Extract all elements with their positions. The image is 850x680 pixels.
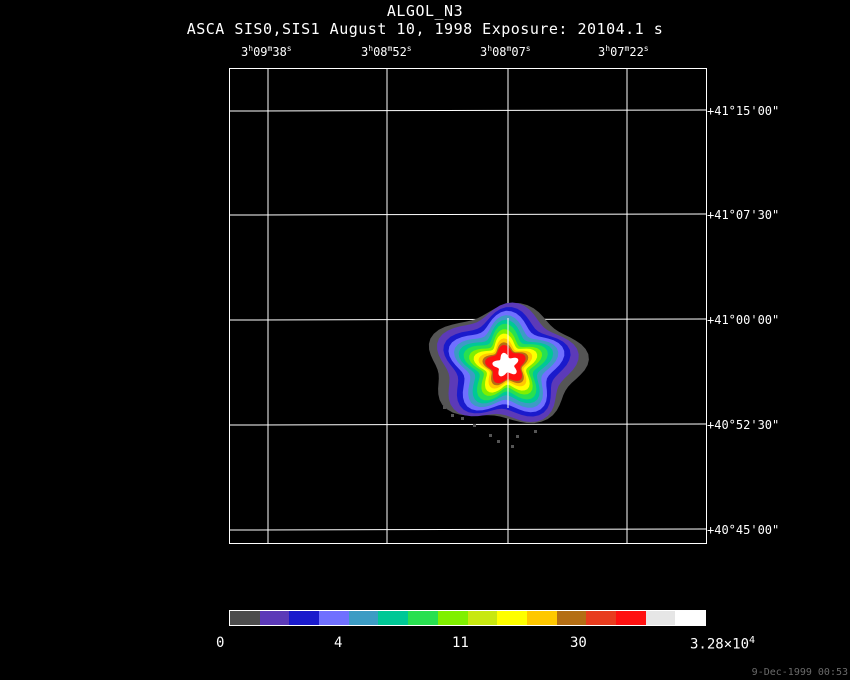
colorbar-segment bbox=[526, 611, 557, 625]
dec-label: +41°15'00" bbox=[707, 104, 780, 118]
image-title: ALGOL_N3 bbox=[386, 2, 464, 20]
image-subtitle: ASCA SIS0,SIS1 August 10, 1998 Exposure:… bbox=[186, 20, 664, 38]
image-frame bbox=[229, 68, 707, 544]
colorbar-segment bbox=[230, 611, 260, 625]
faint-emission-pixel bbox=[534, 430, 537, 433]
colorbar-segment bbox=[408, 611, 438, 625]
colorbar-tick-label: 0 bbox=[216, 635, 225, 651]
dec-grid-line bbox=[229, 528, 707, 531]
colorbar-segment bbox=[378, 611, 409, 625]
dec-label: +40°45'00" bbox=[707, 523, 780, 537]
colorbar-segment bbox=[437, 611, 468, 625]
colorbar-segment bbox=[556, 611, 587, 625]
dec-grid-line bbox=[229, 318, 707, 321]
colorbar-segment bbox=[497, 611, 527, 625]
ra-label: 3h07m22s bbox=[598, 44, 649, 59]
colorbar-segment bbox=[586, 611, 616, 625]
ra-label: 3h09m38s bbox=[241, 44, 292, 59]
colorbar-tick-label: 30 bbox=[570, 635, 587, 651]
dec-grid-line bbox=[229, 423, 707, 426]
ra-label: 3h08m07s bbox=[480, 44, 531, 59]
colorbar-segment bbox=[319, 611, 349, 625]
dec-grid-line bbox=[229, 213, 707, 216]
coordinate-grid bbox=[229, 68, 707, 544]
colorbar-segment bbox=[615, 611, 646, 625]
faint-emission-pixel bbox=[516, 435, 519, 438]
dec-label: +40°52'30" bbox=[707, 418, 780, 432]
colorbar-segment bbox=[645, 611, 676, 625]
faint-emission-pixel bbox=[443, 406, 446, 409]
faint-emission-pixel bbox=[461, 417, 464, 420]
xray-image bbox=[229, 68, 707, 544]
colorbar-tick-label: 11 bbox=[452, 635, 469, 651]
colorbar-segment bbox=[289, 611, 320, 625]
faint-emission-pixel bbox=[489, 434, 492, 437]
faint-emission-pixel bbox=[451, 414, 454, 417]
colorbar bbox=[229, 610, 706, 626]
intensity-contour-white bbox=[492, 352, 519, 377]
colorbar-segment bbox=[259, 611, 290, 625]
dec-label: +41°00'00" bbox=[707, 313, 780, 327]
source-emission bbox=[428, 302, 589, 448]
faint-emission-pixel bbox=[511, 445, 514, 448]
colorbar-segment bbox=[348, 611, 379, 625]
colorbar-max-label: 3.28×104 bbox=[690, 635, 756, 653]
dec-grid-line bbox=[229, 109, 707, 112]
faint-emission-pixel bbox=[473, 424, 476, 427]
colorbar-tick-label: 4 bbox=[334, 635, 343, 651]
ra-label: 3h08m52s bbox=[361, 44, 412, 59]
faint-emission-pixel bbox=[497, 440, 500, 443]
colorbar-segment bbox=[467, 611, 498, 625]
datestamp: 9-Dec-1999 00:53 bbox=[751, 667, 848, 678]
colorbar-segment bbox=[675, 611, 705, 625]
dec-label: +41°07'30" bbox=[707, 208, 780, 222]
